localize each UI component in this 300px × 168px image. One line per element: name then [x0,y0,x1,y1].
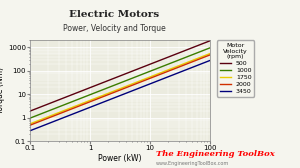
1000 [191,53,195,55]
Line: 2000: 2000 [30,55,210,125]
1750 [29,123,32,125]
1750 [28,123,32,125]
500 [135,69,138,71]
3450 [180,71,184,73]
1000 [135,75,139,77]
1000 [135,76,138,78]
1750 [135,81,139,83]
1000 [28,117,32,119]
Line: 1750: 1750 [30,54,210,124]
Line: 1000: 1000 [30,48,210,118]
Text: www.EngineeringToolBox.com: www.EngineeringToolBox.com [156,161,229,166]
Text: The Engineering ToolBox: The Engineering ToolBox [156,150,275,158]
Y-axis label: Torque (Nm): Torque (Nm) [0,67,5,114]
500 [29,110,32,112]
3450 [28,130,32,132]
3450 [208,59,212,61]
3450 [135,88,138,90]
2000 [180,65,184,67]
2000 [135,83,138,85]
1000 [29,117,32,119]
Text: Electric Motors: Electric Motors [69,10,159,19]
500 [138,67,142,69]
500 [135,68,139,70]
1750 [191,59,195,61]
X-axis label: Power (kW): Power (kW) [98,154,142,163]
500 [208,40,212,42]
1750 [138,80,142,82]
Legend: 500, 1000, 1750, 2000, 3450: 500, 1000, 1750, 2000, 3450 [217,40,254,97]
2000 [138,81,142,83]
1750 [208,53,212,55]
1000 [208,47,212,49]
Text: Power, Velocity and Torque: Power, Velocity and Torque [63,24,165,33]
2000 [28,124,32,126]
3450 [138,87,142,89]
Line: 3450: 3450 [30,60,210,131]
1750 [135,81,138,83]
Line: 500: 500 [30,41,210,111]
3450 [135,88,139,90]
500 [28,110,32,112]
2000 [191,60,195,62]
3450 [191,66,195,68]
3450 [29,130,32,132]
1000 [138,74,142,76]
1000 [180,58,184,60]
2000 [29,124,32,126]
500 [180,51,184,53]
2000 [135,82,139,84]
2000 [208,54,212,56]
500 [191,46,195,48]
1750 [180,64,184,66]
